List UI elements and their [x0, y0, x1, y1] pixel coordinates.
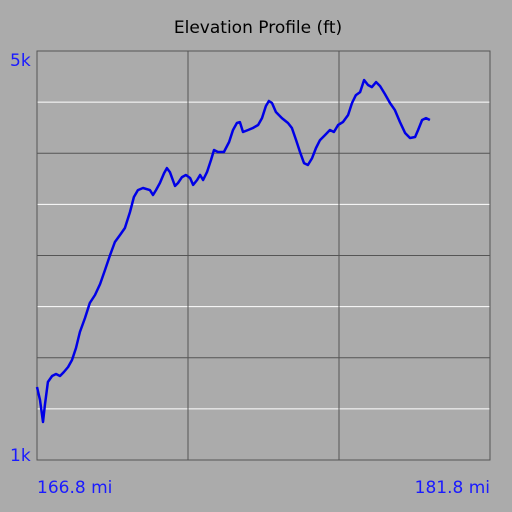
x-tick-label: 166.8 mi	[37, 478, 112, 498]
chart-title: Elevation Profile (ft)	[174, 18, 342, 38]
plot-border	[36, 50, 491, 461]
y-tick-label: 1k	[10, 446, 31, 466]
x-tick-label: 181.8 mi	[415, 478, 490, 498]
y-tick-label: 5k	[10, 51, 31, 71]
elevation-line	[35, 78, 431, 424]
